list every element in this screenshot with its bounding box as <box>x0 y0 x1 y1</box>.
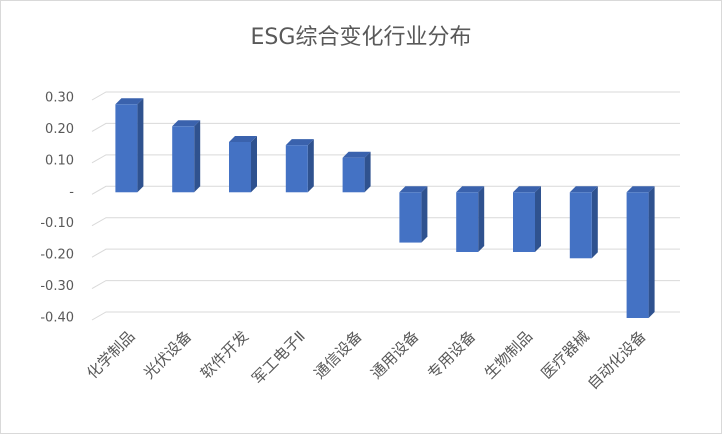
bar <box>285 145 308 193</box>
y-tick-label: -0.10 <box>40 216 74 231</box>
bar-side <box>478 186 485 252</box>
bar-top <box>399 186 428 193</box>
bar-top <box>626 186 655 193</box>
y-tick-label: 0.10 <box>45 153 74 168</box>
bar-top <box>569 186 598 193</box>
bar-side <box>137 98 144 193</box>
y-tick-label: - <box>69 185 74 200</box>
bar-top <box>172 120 201 127</box>
grid-line <box>91 280 680 290</box>
bar-top <box>456 186 485 193</box>
bar <box>569 192 592 259</box>
y-tick-label: 0.30 <box>45 91 74 106</box>
bar <box>513 192 535 252</box>
bar-top <box>513 186 541 193</box>
y-tick-label: -0.30 <box>40 279 74 294</box>
grid-line <box>91 248 680 258</box>
bar <box>172 126 195 193</box>
bar-top <box>285 139 314 146</box>
bar-side <box>591 186 598 259</box>
bar-side <box>364 151 371 193</box>
bar-side <box>648 186 655 318</box>
bar-side <box>307 139 314 193</box>
grid-line <box>91 185 680 195</box>
bar-side <box>194 120 201 193</box>
grid-line <box>91 311 680 321</box>
bar <box>229 142 251 193</box>
y-tick-label: -0.40 <box>40 311 74 326</box>
bar <box>456 192 479 252</box>
grid-line <box>91 122 680 132</box>
bar <box>399 192 422 243</box>
bar-top <box>342 151 371 158</box>
bar-side <box>421 186 428 243</box>
grid-line <box>91 217 680 227</box>
y-tick-label: 0.20 <box>45 122 74 137</box>
bar <box>115 104 138 193</box>
bar <box>342 157 365 193</box>
bar-side <box>251 136 257 193</box>
y-tick-label: -0.20 <box>40 248 74 263</box>
bar-side <box>535 186 541 252</box>
bar-top <box>229 136 257 142</box>
bar <box>626 192 649 318</box>
grid-line <box>91 154 680 164</box>
bar-top <box>115 98 144 105</box>
chart-title: ESG综合变化行业分布 <box>251 25 472 50</box>
grid-line <box>91 91 680 101</box>
